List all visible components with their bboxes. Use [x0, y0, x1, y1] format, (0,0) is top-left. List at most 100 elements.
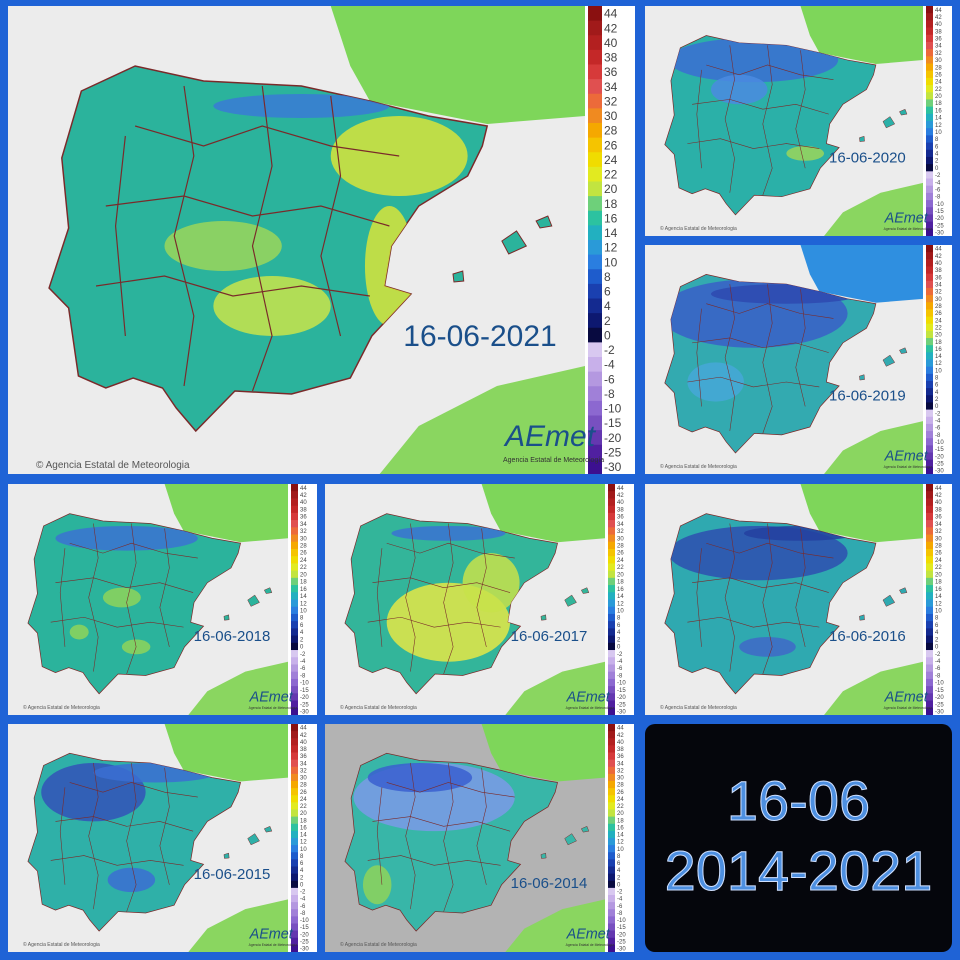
- island: [859, 135, 865, 142]
- scale-label: -15: [617, 688, 626, 694]
- colorbar-segment: [291, 830, 298, 839]
- colorbar-segment: [926, 330, 933, 339]
- colorbar-segment: [926, 686, 933, 694]
- province-border: [367, 855, 501, 866]
- map-panel: 44 42 40 38 36 34 32 30 28 26 24 22 20 18 16 14 12 10 8 6 4 2…: [645, 484, 952, 715]
- scale-label: 28: [617, 783, 624, 789]
- scale-label: 0: [935, 404, 939, 410]
- date-label: 16-06-2020: [829, 149, 906, 166]
- date-label: 16-06-2019: [829, 388, 906, 405]
- france: [164, 724, 288, 782]
- scale-label: 44: [604, 7, 618, 21]
- colorbar-segment: [291, 527, 298, 536]
- scale-label: 26: [604, 138, 618, 152]
- date-label: 16-06-2015: [194, 866, 271, 883]
- colorbar-segment: [608, 930, 615, 939]
- scale-label: 10: [604, 255, 618, 269]
- colorbar-segment: [588, 400, 602, 416]
- colorbar-segment: [926, 548, 933, 557]
- scale-label: 36: [604, 65, 618, 79]
- scale-label: 4: [935, 630, 939, 636]
- colorbar-segment: [926, 20, 933, 29]
- colorbar-segment: [608, 520, 615, 528]
- scale-label: -4: [935, 418, 941, 424]
- colorbar-segment: [926, 520, 933, 528]
- island: [564, 833, 577, 846]
- blobs: [668, 37, 839, 196]
- scale-label: 24: [300, 558, 307, 564]
- province-border: [59, 548, 66, 647]
- colorbar-segment: [291, 498, 298, 507]
- colorbar-segment: [926, 380, 933, 389]
- scale-label: -25: [617, 702, 626, 708]
- scale-label: -30: [617, 947, 626, 952]
- colorbar-segment: [291, 556, 298, 564]
- logo-subtitle: Agencia Estatal de Meteorología: [249, 943, 298, 947]
- province-border: [173, 85, 195, 387]
- logo: AEmet: [249, 927, 294, 943]
- scale-label: -30: [300, 710, 309, 715]
- province-border: [95, 275, 370, 297]
- temp-area: [687, 362, 744, 402]
- scale-label: 20: [300, 572, 307, 578]
- colorbar-segment: [926, 6, 933, 14]
- scale-label: -4: [300, 897, 306, 903]
- colorbar-segment: [926, 49, 933, 57]
- scale-label: 4: [935, 152, 939, 158]
- blobs: [50, 523, 198, 675]
- colorbar-segment: [926, 366, 933, 375]
- logo-subtitle: Agencia Estatal de Meteorología: [884, 465, 933, 469]
- temp-area: [462, 553, 520, 613]
- province-border: [126, 762, 137, 912]
- colorbar-segment: [926, 252, 933, 260]
- colorbar-segment: [926, 207, 933, 215]
- island: [564, 594, 577, 607]
- scale-label: 24: [617, 558, 624, 564]
- scale-label: 38: [300, 747, 307, 753]
- scale-label: 16: [617, 825, 624, 831]
- colorbar-segment: [291, 505, 298, 514]
- scale-label: 4: [935, 390, 939, 396]
- colorbar-segment: [926, 41, 933, 50]
- scale-label: -25: [300, 939, 309, 945]
- scale-label: 28: [935, 304, 942, 310]
- colorbar-segment: [588, 254, 602, 270]
- colorbar-segment: [608, 916, 615, 924]
- scale-label: 8: [935, 616, 939, 622]
- scale-label: 16: [300, 825, 307, 831]
- copyright: © Agencia Estatal de Meteorologia: [660, 225, 737, 232]
- colorbar-segment: [926, 388, 933, 396]
- scale-label: 0: [935, 166, 939, 172]
- colorbar-segment: [608, 738, 615, 746]
- scale-label: -30: [604, 460, 622, 474]
- scale-label: -2: [617, 652, 623, 658]
- scale-label: 16: [617, 587, 624, 593]
- logo: AEmet: [566, 927, 611, 943]
- colorbar-segment: [926, 416, 933, 425]
- colorbar-segment: [926, 438, 933, 446]
- copyright: © Agencia Estatal de Meteorologia: [660, 463, 737, 470]
- colorbar-segment: [291, 664, 298, 673]
- scale-label: 10: [935, 368, 942, 374]
- scale-label: 38: [935, 29, 942, 35]
- scale-label: 26: [617, 790, 624, 796]
- colorbar-segment: [291, 686, 298, 694]
- colorbar-segment: [291, 745, 298, 753]
- colorbar-segment: [926, 657, 933, 665]
- island: [247, 833, 260, 846]
- colorbar-segment: [926, 171, 933, 179]
- province-border: [386, 542, 515, 559]
- scale-label: 38: [935, 268, 942, 274]
- scale-label: 36: [617, 754, 624, 760]
- island: [580, 825, 590, 833]
- colorbar-segment: [926, 534, 933, 543]
- scale-label: 12: [300, 840, 307, 846]
- colorbar-segment: [291, 563, 298, 572]
- scale-label: 0: [617, 882, 621, 888]
- colorbar-segment: [608, 491, 615, 499]
- colorbar-segment: [926, 309, 933, 318]
- scale-label: 4: [617, 630, 621, 636]
- colorbar-segment: [926, 352, 933, 360]
- scale-label: 18: [617, 580, 624, 586]
- scale-label: 12: [935, 361, 942, 367]
